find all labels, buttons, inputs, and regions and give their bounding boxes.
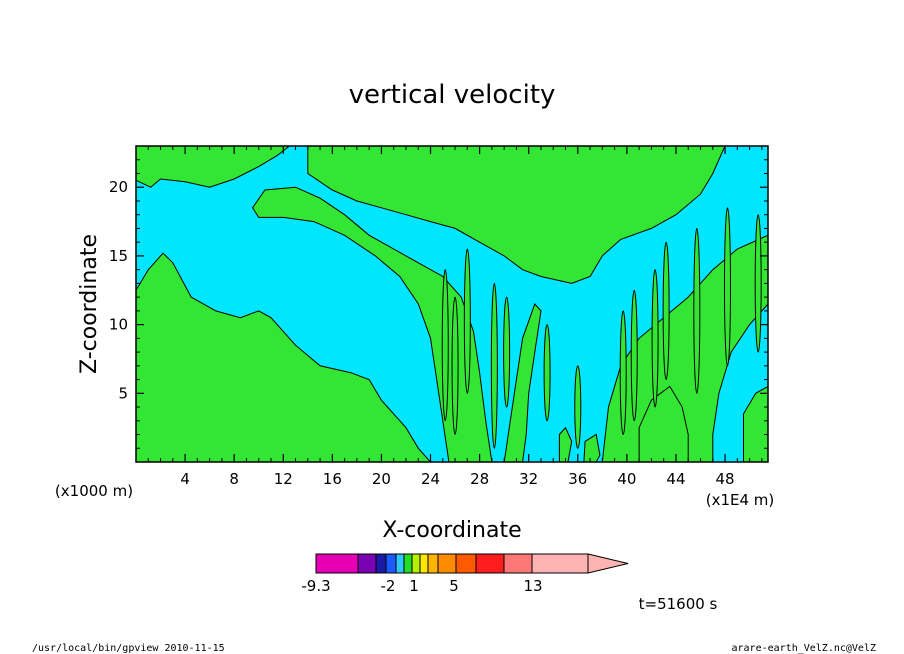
y-tick-label: 5 (118, 384, 128, 402)
colorbar-segment (475, 553, 505, 574)
updraft-streak (651, 269, 659, 408)
colorbar-segment (357, 553, 377, 574)
x-tick-label: 44 (666, 470, 685, 488)
colorbar-segment (455, 553, 477, 574)
x-tick-label: 16 (323, 470, 342, 488)
updraft-streak (490, 282, 498, 449)
x-tick-label: 36 (568, 470, 587, 488)
colorbar-tick-label: -9.3 (301, 577, 330, 595)
updraft-region (638, 385, 689, 463)
y-tick-label: 15 (109, 247, 128, 265)
colorbar-segment (411, 553, 421, 574)
x-tick-label: 48 (716, 470, 735, 488)
colorbar-tick-label: 1 (409, 577, 419, 595)
colorbar-arrow (587, 553, 629, 574)
footer-right: arare-earth_VelZ.nc@VelZ (732, 643, 877, 654)
x-tick-label: 4 (180, 470, 190, 488)
updraft-region (307, 145, 726, 284)
updraft-streak (724, 207, 732, 367)
colorbar-segment (419, 553, 429, 574)
colorbar-segment (315, 553, 359, 574)
velocity-field (135, 145, 769, 463)
updraft-region (135, 252, 432, 463)
colorbar-segment (503, 553, 533, 574)
updraft-streak (451, 296, 459, 436)
y-tick-label: 10 (109, 316, 128, 334)
colorbar-segment (437, 553, 457, 574)
x-axis-label: X-coordinate (382, 518, 521, 543)
updraft-streak (503, 296, 511, 408)
updraft-streak (543, 324, 551, 422)
updraft-streak (463, 248, 471, 394)
updraft-streak (574, 365, 582, 449)
colorbar-tick-label: -2 (381, 577, 396, 595)
colorbar-tick-label: 5 (449, 577, 459, 595)
x-tick-label: 8 (229, 470, 239, 488)
colorbar-segment (385, 553, 397, 574)
colorbar-labels: -9.3 -2 1 5 13 (301, 577, 542, 595)
x-tick-label: 40 (617, 470, 636, 488)
updraft-streak (662, 241, 670, 381)
colorbar-segment (531, 553, 589, 574)
x-tick-label: 20 (372, 470, 391, 488)
plot-frame (135, 145, 769, 463)
updraft-streak (441, 269, 449, 422)
updraft-streak (630, 289, 638, 422)
colorbar (315, 553, 629, 574)
x-tick-label: 32 (519, 470, 538, 488)
colorbar-segment (427, 553, 439, 574)
y-tick-label: 20 (109, 178, 128, 196)
colorbar-tick-label: 13 (523, 577, 542, 595)
updraft-streak (754, 214, 762, 353)
footer-left: /usr/local/bin/gpview 2010-11-15 (32, 643, 225, 654)
chart-title: vertical velocity (349, 80, 556, 110)
updraft-streak (693, 227, 701, 394)
time-label: t=51600 s (639, 595, 718, 613)
x-tick-label: 12 (274, 470, 293, 488)
colorbar-segment (403, 553, 413, 574)
x-tick-label: 24 (421, 470, 440, 488)
y-axis-label: Z-coordinate (77, 234, 102, 374)
updraft-streak (619, 310, 627, 436)
y-axis: 5 10 15 20 (109, 159, 768, 449)
x-unit-right: (x1E4 m) (706, 491, 775, 509)
colorbar-segment (375, 553, 387, 574)
updraft-region (503, 303, 542, 463)
x-axis: 4 8 12 16 20 24 28 32 36 40 44 48 (147, 146, 763, 488)
colorbar-segment (395, 553, 405, 574)
updraft-region (135, 145, 291, 188)
x-tick-label: 28 (470, 470, 489, 488)
plot-area (135, 145, 769, 463)
x-unit-left: (x1000 m) (55, 482, 133, 500)
